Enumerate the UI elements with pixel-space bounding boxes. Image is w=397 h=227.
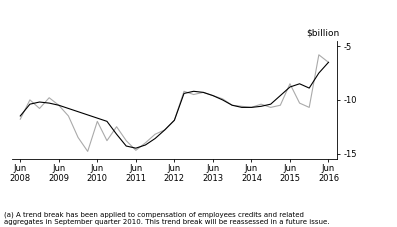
Text: (a) A trend break has been applied to compensation of employees credits and rela: (a) A trend break has been applied to co… [4,211,330,225]
Text: $billion: $billion [306,28,339,37]
